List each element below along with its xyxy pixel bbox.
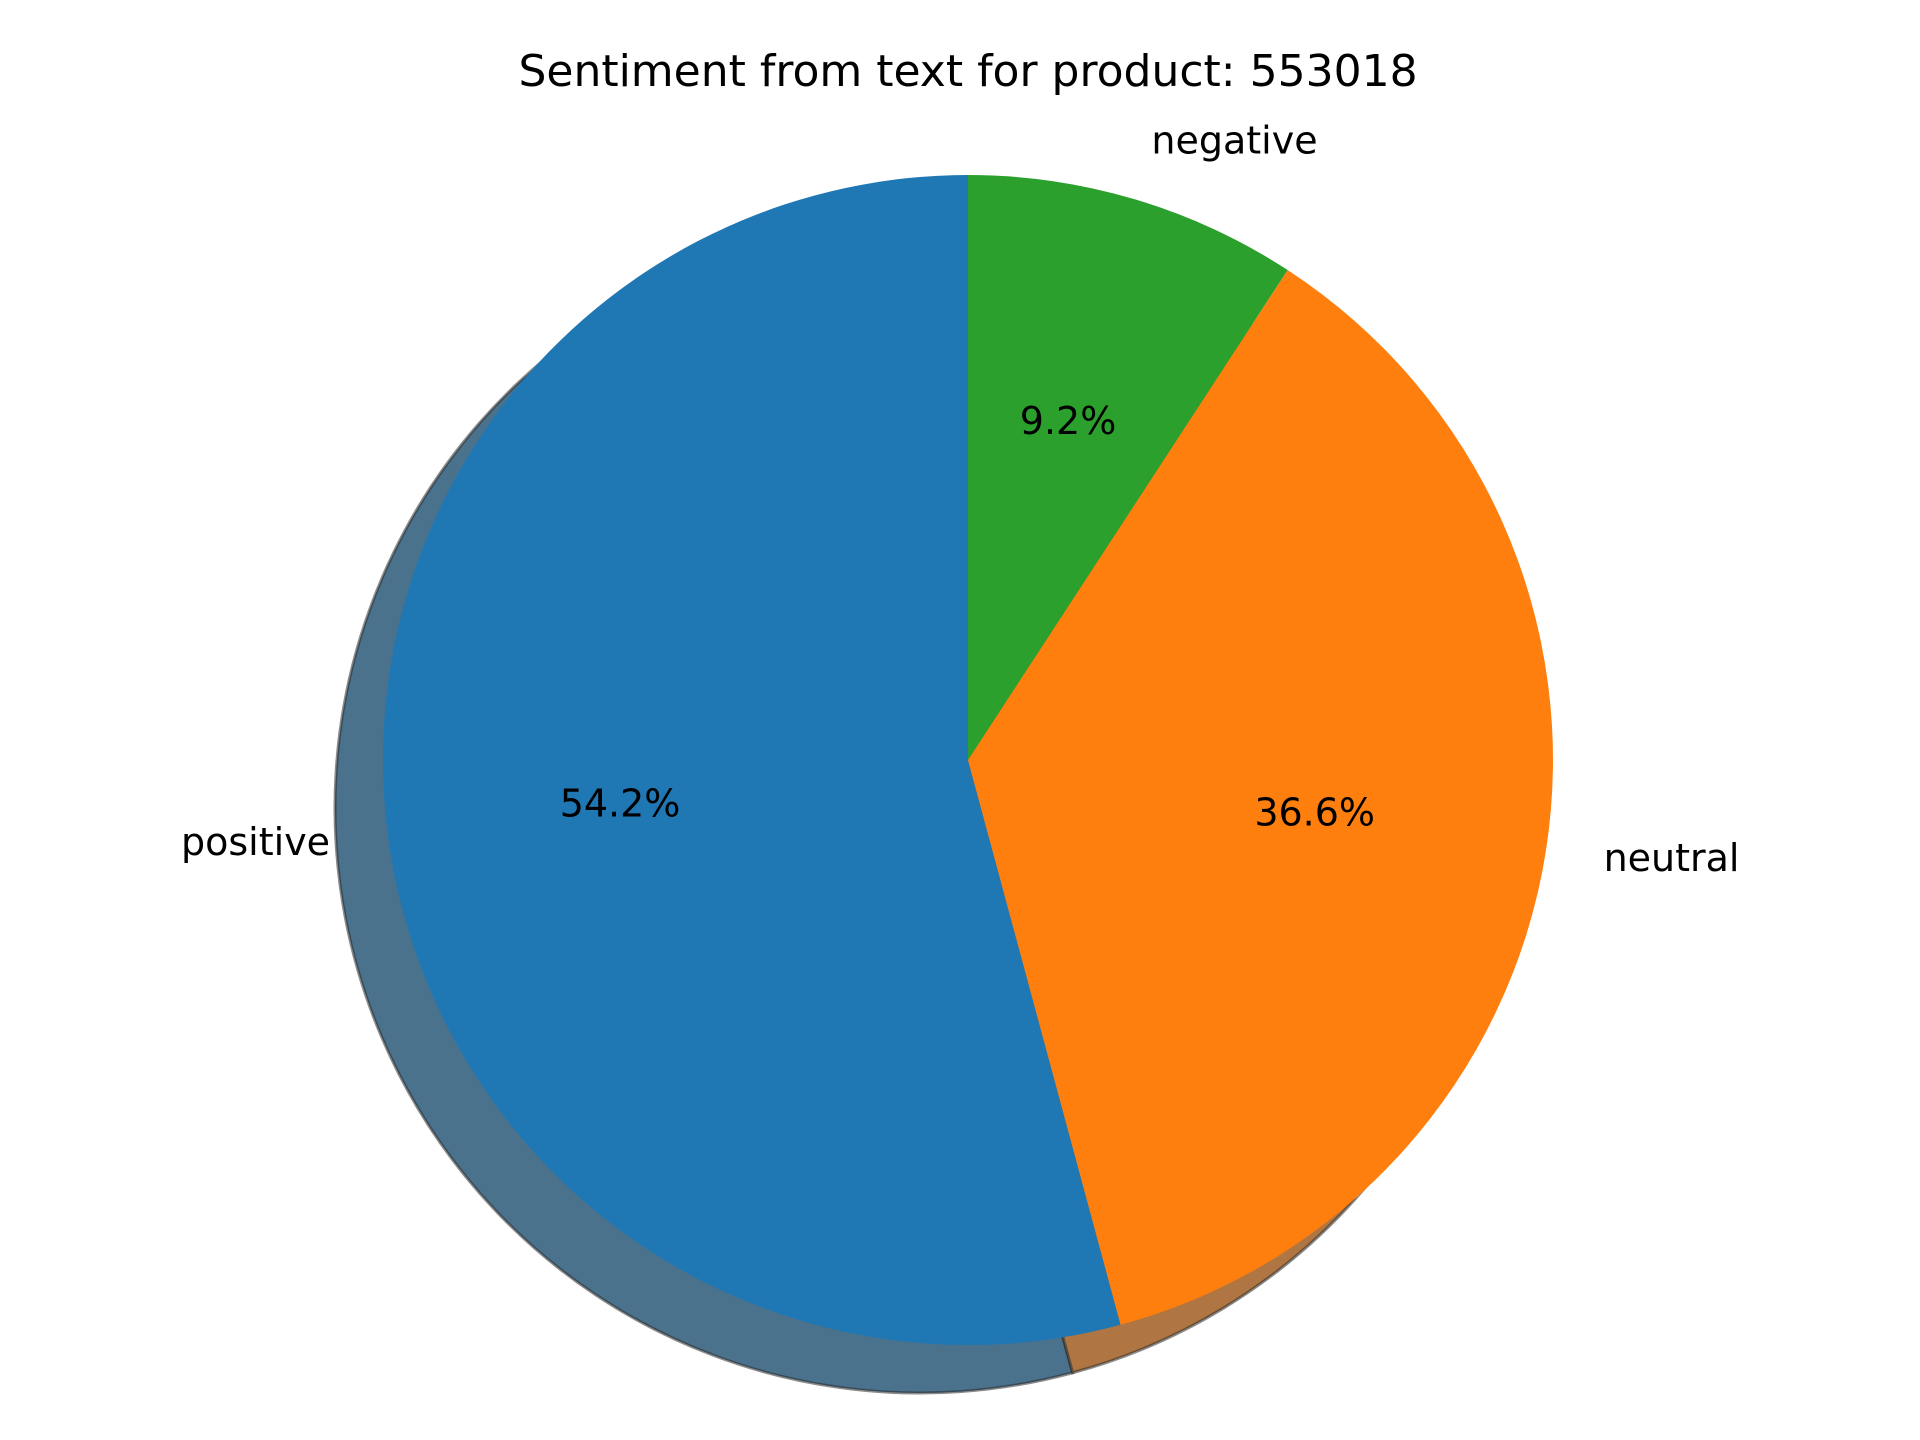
slice-neutral (968, 270, 1554, 1325)
chart-title: Sentiment from text for product: 553018 (518, 46, 1417, 97)
slice-negative (968, 175, 1288, 760)
pct-label-neutral: 36.6% (1254, 790, 1375, 834)
pie-labels: positive 54.2% neutral 36.6% negative 9.2% (181, 119, 1739, 880)
slice-positive (383, 175, 1121, 1346)
pct-label-positive: 54.2% (560, 782, 681, 826)
label-negative: negative (1151, 119, 1317, 163)
pie-slices (383, 175, 1554, 1346)
label-positive: positive (181, 820, 330, 864)
label-neutral: neutral (1604, 836, 1740, 880)
pct-label-negative: 9.2% (1020, 399, 1117, 443)
